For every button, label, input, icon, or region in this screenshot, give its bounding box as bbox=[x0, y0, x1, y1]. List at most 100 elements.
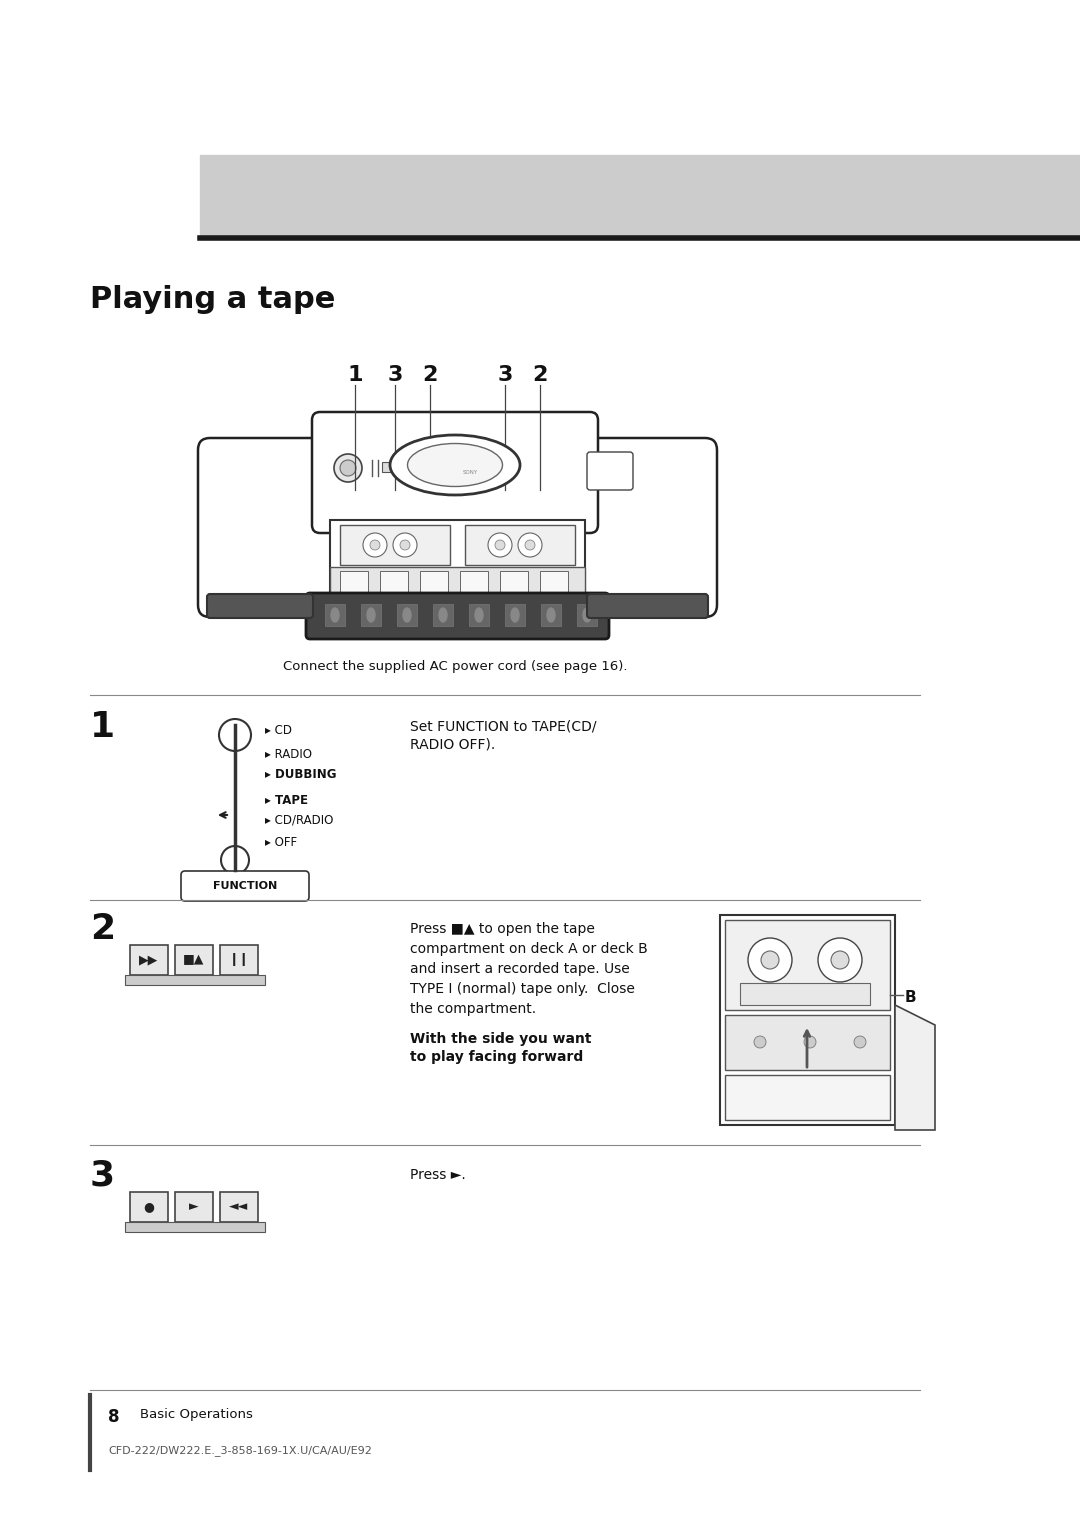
Bar bbox=[505, 604, 525, 626]
Text: TYPE I (normal) tape only.  Close: TYPE I (normal) tape only. Close bbox=[410, 983, 635, 996]
Circle shape bbox=[400, 539, 410, 550]
Bar bbox=[330, 520, 585, 601]
Text: Press ►.: Press ►. bbox=[410, 1167, 465, 1183]
Bar bbox=[460, 571, 488, 593]
Circle shape bbox=[818, 938, 862, 983]
Bar bbox=[175, 944, 213, 975]
Circle shape bbox=[393, 533, 417, 558]
FancyBboxPatch shape bbox=[198, 439, 337, 617]
Circle shape bbox=[340, 460, 356, 477]
Circle shape bbox=[804, 1036, 816, 1048]
Text: RADIO OFF).: RADIO OFF). bbox=[410, 738, 496, 752]
Bar bbox=[340, 571, 368, 593]
FancyBboxPatch shape bbox=[588, 594, 708, 617]
Text: ●: ● bbox=[144, 1201, 154, 1213]
Bar bbox=[340, 526, 450, 565]
Bar bbox=[200, 154, 1080, 235]
Text: 2: 2 bbox=[90, 912, 116, 946]
Text: Connect the supplied AC power cord (see page 16).: Connect the supplied AC power cord (see … bbox=[283, 660, 627, 672]
Bar bbox=[130, 1192, 168, 1222]
Bar bbox=[330, 567, 585, 597]
Bar bbox=[380, 571, 408, 593]
Circle shape bbox=[854, 1036, 866, 1048]
Text: ■▲: ■▲ bbox=[184, 953, 205, 967]
Circle shape bbox=[761, 950, 779, 969]
Ellipse shape bbox=[330, 608, 339, 622]
Circle shape bbox=[488, 533, 512, 558]
Bar bbox=[220, 1192, 258, 1222]
Text: 8: 8 bbox=[108, 1407, 120, 1426]
Text: ▸ DUBBING: ▸ DUBBING bbox=[265, 769, 337, 781]
Circle shape bbox=[495, 539, 505, 550]
Bar bbox=[577, 604, 597, 626]
Bar bbox=[382, 461, 392, 472]
Text: 1: 1 bbox=[90, 711, 116, 744]
FancyBboxPatch shape bbox=[312, 413, 598, 533]
Text: compartment on deck A or deck B: compartment on deck A or deck B bbox=[410, 941, 648, 957]
Text: FUNCTION: FUNCTION bbox=[213, 882, 278, 891]
Ellipse shape bbox=[407, 443, 502, 486]
Text: Playing a tape: Playing a tape bbox=[90, 286, 336, 313]
Text: ▸ OFF: ▸ OFF bbox=[265, 836, 297, 848]
Bar bbox=[720, 915, 895, 1125]
Text: ▸ CD/RADIO: ▸ CD/RADIO bbox=[265, 813, 334, 827]
Circle shape bbox=[518, 533, 542, 558]
Text: Set FUNCTION to TAPE(CD/: Set FUNCTION to TAPE(CD/ bbox=[410, 720, 596, 733]
Bar bbox=[175, 1192, 213, 1222]
Bar bbox=[130, 944, 168, 975]
Circle shape bbox=[831, 950, 849, 969]
Bar bbox=[540, 571, 568, 593]
Text: ❙❙: ❙❙ bbox=[229, 953, 249, 967]
Ellipse shape bbox=[390, 435, 519, 495]
FancyBboxPatch shape bbox=[181, 871, 309, 902]
Circle shape bbox=[370, 539, 380, 550]
Text: Press ■▲ to open the tape: Press ■▲ to open the tape bbox=[410, 921, 595, 937]
Ellipse shape bbox=[583, 608, 591, 622]
Text: B: B bbox=[905, 990, 917, 1005]
Text: ▸ CD: ▸ CD bbox=[265, 723, 292, 736]
Text: 3: 3 bbox=[90, 1158, 116, 1192]
Text: ▸ RADIO: ▸ RADIO bbox=[265, 749, 312, 761]
Text: CFD-222/DW222.E._3-858-169-1X.U/CA/AU/E92: CFD-222/DW222.E._3-858-169-1X.U/CA/AU/E9… bbox=[108, 1445, 372, 1456]
Bar bbox=[541, 604, 561, 626]
FancyBboxPatch shape bbox=[588, 452, 633, 490]
Text: 2: 2 bbox=[532, 365, 548, 385]
Ellipse shape bbox=[403, 608, 411, 622]
Ellipse shape bbox=[511, 608, 519, 622]
Bar bbox=[725, 920, 890, 1010]
Text: With the side you want: With the side you want bbox=[410, 1031, 592, 1047]
Text: to play facing forward: to play facing forward bbox=[410, 1050, 583, 1063]
Bar bbox=[469, 604, 489, 626]
FancyBboxPatch shape bbox=[306, 593, 609, 639]
FancyBboxPatch shape bbox=[578, 439, 717, 617]
Text: ▶▶: ▶▶ bbox=[139, 953, 159, 967]
Text: ►: ► bbox=[189, 1201, 199, 1213]
Bar bbox=[125, 1222, 265, 1232]
Ellipse shape bbox=[475, 608, 483, 622]
Circle shape bbox=[754, 1036, 766, 1048]
Text: the compartment.: the compartment. bbox=[410, 1002, 536, 1016]
Ellipse shape bbox=[438, 608, 447, 622]
Bar bbox=[361, 604, 381, 626]
Text: SONY: SONY bbox=[462, 469, 477, 475]
Bar bbox=[740, 983, 870, 1005]
Text: ▸ TAPE: ▸ TAPE bbox=[265, 793, 308, 807]
FancyBboxPatch shape bbox=[207, 594, 313, 617]
Bar bbox=[325, 604, 345, 626]
Text: and insert a recorded tape. Use: and insert a recorded tape. Use bbox=[410, 963, 630, 976]
Text: 2: 2 bbox=[422, 365, 437, 385]
Circle shape bbox=[748, 938, 792, 983]
Bar bbox=[125, 975, 265, 986]
Ellipse shape bbox=[367, 608, 375, 622]
Bar bbox=[433, 604, 453, 626]
Circle shape bbox=[219, 720, 251, 750]
Text: Basic Operations: Basic Operations bbox=[140, 1407, 253, 1421]
Bar bbox=[725, 1076, 890, 1120]
Circle shape bbox=[221, 847, 249, 874]
Bar bbox=[220, 944, 258, 975]
Text: 3: 3 bbox=[497, 365, 513, 385]
Circle shape bbox=[525, 539, 535, 550]
Ellipse shape bbox=[546, 608, 555, 622]
Circle shape bbox=[363, 533, 387, 558]
Bar bbox=[465, 526, 575, 565]
